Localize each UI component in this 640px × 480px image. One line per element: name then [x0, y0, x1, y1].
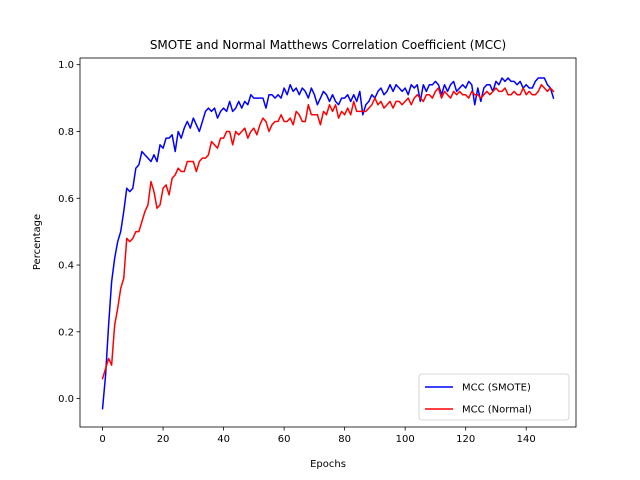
x-tick-label: 100 [396, 434, 415, 445]
series-layer [101, 77, 555, 410]
legend-entry-label: MCC (SMOTE) [462, 383, 531, 394]
y-tick-label: 0.6 [58, 194, 74, 205]
chart-title: SMOTE and Normal Matthews Correlation Co… [150, 38, 506, 52]
x-axis-label: Epochs [310, 459, 346, 470]
series-line-smote [101, 77, 555, 410]
series-line-normal [101, 83, 555, 380]
x-tick-label: 40 [217, 434, 230, 445]
x-tick-label: 0 [99, 434, 105, 445]
y-tick-label: 1.0 [58, 60, 74, 71]
x-axis-ticks: 0 20 40 60 80 100 120 140 [99, 427, 536, 445]
x-tick-label: 80 [338, 434, 351, 445]
x-tick-label: 60 [278, 434, 291, 445]
x-tick-label: 140 [517, 434, 536, 445]
legend: MCC (SMOTE) MCC (Normal) [418, 373, 570, 421]
axes-frame [79, 57, 577, 428]
y-tick-label: 0.0 [58, 394, 74, 405]
y-tick-label: 0.8 [58, 127, 74, 138]
y-axis-ticks: 0.0 0.2 0.4 0.6 0.8 1.0 [58, 60, 80, 405]
y-axis-label: Percentage [32, 214, 43, 270]
legend-box [418, 373, 570, 421]
legend-entry-label: MCC (Normal) [462, 405, 532, 416]
y-tick-label: 0.2 [58, 327, 74, 338]
y-tick-label: 0.4 [58, 261, 74, 272]
x-tick-label: 120 [456, 434, 475, 445]
x-tick-label: 20 [157, 434, 170, 445]
